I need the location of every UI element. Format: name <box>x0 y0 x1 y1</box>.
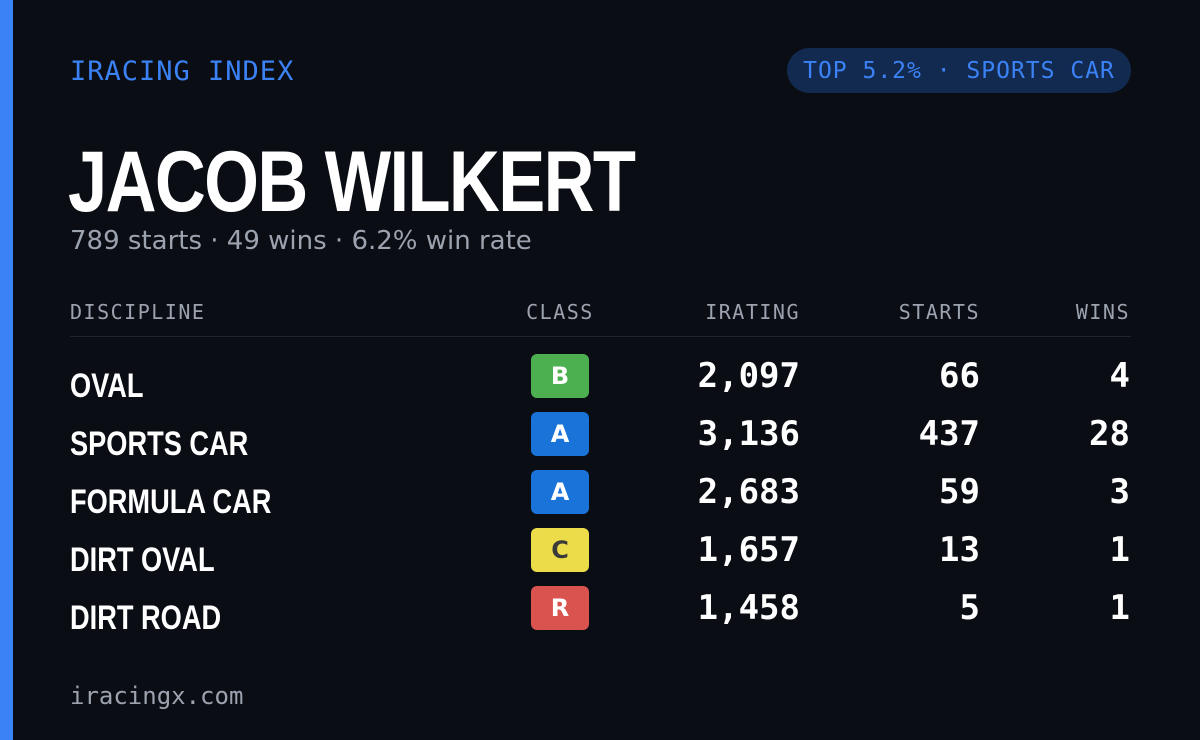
table-row-formula-car: FORMULA CAR A 2,683 59 3 <box>0 470 1200 532</box>
class-badge: A <box>531 412 589 456</box>
class-badge: B <box>531 354 589 398</box>
discipline-name: DIRT OVAL <box>70 541 215 579</box>
accent-bar <box>0 0 13 740</box>
wins-value: 28 <box>1089 414 1130 454</box>
header-divider <box>70 336 1131 337</box>
table-row-dirt-oval: DIRT OVAL C 1,657 13 1 <box>0 528 1200 590</box>
irating-value: 2,683 <box>697 472 800 512</box>
irating-value: 3,136 <box>697 414 800 454</box>
brand-label: IRACING INDEX <box>70 56 295 87</box>
discipline-name: OVAL <box>70 367 144 405</box>
discipline-name: FORMULA CAR <box>70 483 272 521</box>
irating-value: 2,097 <box>697 356 800 396</box>
wins-value: 3 <box>1109 472 1130 512</box>
irating-value: 1,458 <box>697 588 800 628</box>
table-row-dirt-road: DIRT ROAD R 1,458 5 1 <box>0 586 1200 648</box>
class-badge: A <box>531 470 589 514</box>
starts-value: 66 <box>939 356 980 396</box>
class-badge: C <box>531 528 589 572</box>
starts-value: 13 <box>939 530 980 570</box>
column-header-wins: WINS <box>1075 300 1130 324</box>
wins-value: 4 <box>1109 356 1130 396</box>
starts-value: 5 <box>959 588 980 628</box>
irating-value: 1,657 <box>697 530 800 570</box>
column-header-irating: IRATING <box>705 300 800 324</box>
discipline-name: DIRT ROAD <box>70 599 222 637</box>
starts-value: 59 <box>939 472 980 512</box>
column-header-discipline: DISCIPLINE <box>70 300 206 324</box>
rank-badge: TOP 5.2% · SPORTS CAR <box>787 48 1131 93</box>
table-row-oval: OVAL B 2,097 66 4 <box>0 354 1200 416</box>
starts-value: 437 <box>918 414 980 454</box>
discipline-name: SPORTS CAR <box>70 425 249 463</box>
column-header-starts: STARTS <box>898 300 980 324</box>
class-badge: R <box>531 586 589 630</box>
driver-summary: 789 starts · 49 wins · 6.2% win rate <box>70 226 532 256</box>
footer-url: iracingx.com <box>70 682 244 710</box>
driver-name: JACOB WILKERT <box>68 134 636 230</box>
wins-value: 1 <box>1109 588 1130 628</box>
column-header-class: CLASS <box>526 300 594 324</box>
table-row-sports-car: SPORTS CAR A 3,136 437 28 <box>0 412 1200 474</box>
wins-value: 1 <box>1109 530 1130 570</box>
